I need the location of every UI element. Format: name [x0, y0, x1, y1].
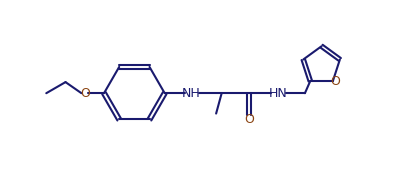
Text: HN: HN — [269, 87, 288, 100]
Text: O: O — [244, 113, 254, 126]
Text: NH: NH — [182, 87, 201, 100]
Text: O: O — [330, 74, 339, 88]
Text: O: O — [80, 87, 90, 100]
